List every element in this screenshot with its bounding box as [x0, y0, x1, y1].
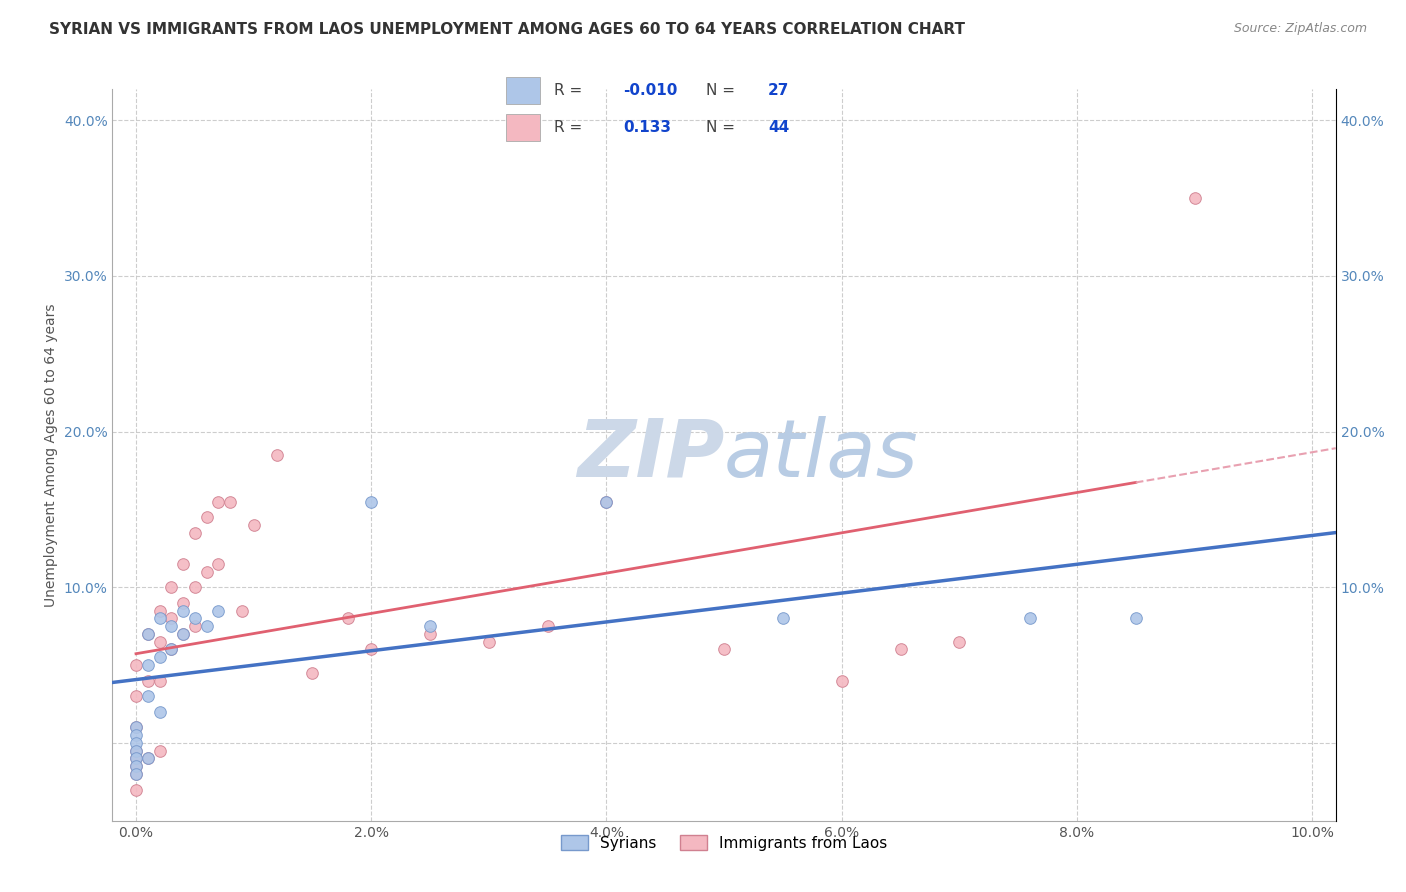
Point — [195, 619, 218, 633]
Point — [172, 627, 194, 641]
Point — [125, 782, 148, 797]
Point — [125, 743, 148, 757]
Point — [184, 525, 207, 540]
Point — [207, 494, 229, 508]
Point — [172, 603, 194, 617]
Point — [1018, 611, 1040, 625]
Text: atlas: atlas — [724, 416, 920, 494]
Point — [889, 642, 911, 657]
Point — [136, 689, 159, 703]
Point — [125, 767, 148, 781]
Text: -0.010: -0.010 — [623, 83, 678, 98]
Text: R =: R = — [554, 120, 588, 136]
Point — [219, 494, 242, 508]
Point — [537, 619, 560, 633]
Point — [478, 634, 501, 648]
Legend: Syrians, Immigrants from Laos: Syrians, Immigrants from Laos — [554, 830, 894, 857]
Point — [172, 557, 194, 571]
Point — [172, 627, 194, 641]
Point — [125, 720, 148, 734]
Point — [266, 448, 288, 462]
Point — [207, 557, 229, 571]
Point — [125, 720, 148, 734]
Point — [148, 705, 170, 719]
Point — [125, 759, 148, 773]
Point — [125, 728, 148, 742]
Point — [148, 650, 170, 665]
Point — [125, 736, 148, 750]
Point — [125, 689, 148, 703]
Point — [148, 603, 170, 617]
Point — [136, 673, 159, 688]
Point — [125, 743, 148, 757]
Point — [148, 634, 170, 648]
Point — [184, 611, 207, 625]
Point — [136, 627, 159, 641]
Point — [713, 642, 735, 657]
Point — [419, 619, 441, 633]
Point — [195, 510, 218, 524]
Point — [125, 658, 148, 673]
Point — [125, 751, 148, 765]
Point — [172, 596, 194, 610]
Text: 0.133: 0.133 — [623, 120, 671, 136]
Text: N =: N = — [706, 83, 740, 98]
Point — [1184, 191, 1206, 205]
Point — [336, 611, 359, 625]
Text: 27: 27 — [768, 83, 789, 98]
Point — [231, 603, 253, 617]
Point — [160, 580, 183, 594]
Point — [301, 665, 323, 680]
Point — [1125, 611, 1147, 625]
Point — [595, 494, 617, 508]
Point — [125, 767, 148, 781]
Point — [125, 751, 148, 765]
Y-axis label: Unemployment Among Ages 60 to 64 years: Unemployment Among Ages 60 to 64 years — [44, 303, 58, 607]
Point — [136, 751, 159, 765]
Point — [148, 611, 170, 625]
Point — [242, 518, 264, 533]
Point — [360, 494, 382, 508]
Text: Source: ZipAtlas.com: Source: ZipAtlas.com — [1233, 22, 1367, 36]
Point — [595, 494, 617, 508]
Point — [160, 642, 183, 657]
Point — [772, 611, 794, 625]
Point — [160, 611, 183, 625]
Point — [184, 580, 207, 594]
Text: SYRIAN VS IMMIGRANTS FROM LAOS UNEMPLOYMENT AMONG AGES 60 TO 64 YEARS CORRELATIO: SYRIAN VS IMMIGRANTS FROM LAOS UNEMPLOYM… — [49, 22, 965, 37]
Point — [136, 658, 159, 673]
Point — [160, 619, 183, 633]
Text: ZIP: ZIP — [576, 416, 724, 494]
Point — [148, 673, 170, 688]
Point — [831, 673, 853, 688]
Text: R =: R = — [554, 83, 588, 98]
Point — [419, 627, 441, 641]
FancyBboxPatch shape — [506, 77, 540, 104]
Point — [125, 759, 148, 773]
Point — [148, 743, 170, 757]
Point — [360, 642, 382, 657]
Point — [207, 603, 229, 617]
Point — [184, 619, 207, 633]
Point — [948, 634, 970, 648]
Text: 44: 44 — [768, 120, 789, 136]
Point — [160, 642, 183, 657]
Point — [195, 565, 218, 579]
FancyBboxPatch shape — [506, 114, 540, 142]
Point — [136, 751, 159, 765]
Text: N =: N = — [706, 120, 740, 136]
Point — [136, 627, 159, 641]
